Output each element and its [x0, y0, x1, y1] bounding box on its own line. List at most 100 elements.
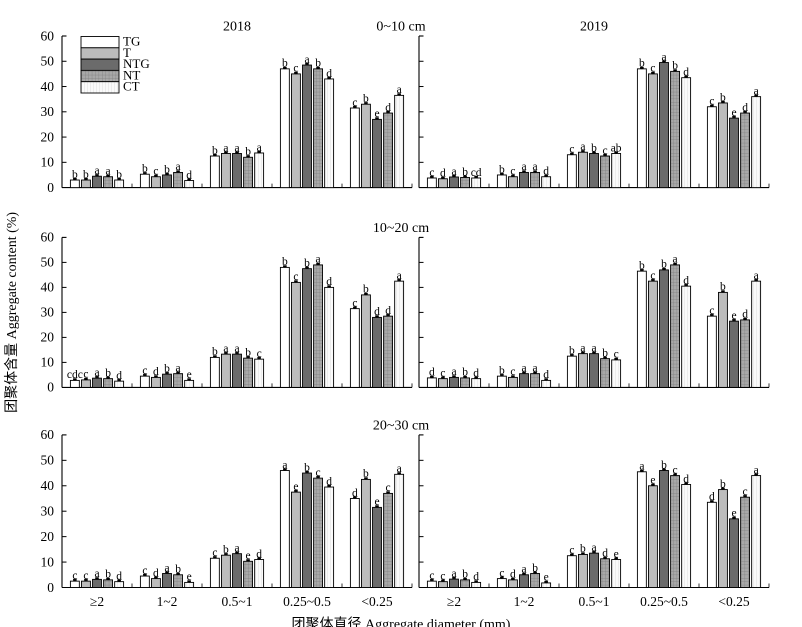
svg-text:0.25~0.5: 0.25~0.5 [283, 594, 331, 609]
svg-text:c: c [386, 482, 391, 494]
svg-text:a: a [591, 542, 596, 554]
svg-text:20: 20 [41, 330, 55, 345]
svg-text:b: b [212, 346, 218, 358]
svg-text:d: d [326, 476, 332, 488]
svg-text:c: c [257, 348, 262, 360]
svg-text:a: a [94, 165, 99, 177]
svg-text:d: d [683, 66, 689, 78]
svg-text:a: a [304, 54, 309, 66]
svg-text:c: c [352, 297, 357, 309]
svg-text:a: a [282, 459, 287, 471]
svg-text:50: 50 [41, 54, 55, 69]
svg-text:a: a [639, 461, 644, 473]
svg-text:e: e [650, 475, 655, 487]
svg-text:0.5~1: 0.5~1 [579, 594, 610, 609]
svg-text:c: c [650, 63, 655, 75]
svg-text:e: e [614, 548, 619, 560]
svg-text:c: c [709, 96, 714, 108]
svg-text:a: a [580, 141, 585, 153]
svg-text:a: a [521, 362, 526, 374]
svg-text:b: b [116, 169, 122, 181]
svg-text:20: 20 [41, 129, 55, 144]
svg-text:30: 30 [41, 305, 55, 320]
svg-text:d: d [326, 68, 332, 80]
svg-text:c: c [440, 570, 445, 582]
svg-text:b: b [142, 163, 148, 175]
svg-text:a: a [397, 463, 402, 475]
svg-text:c: c [352, 97, 357, 109]
svg-text:≥2: ≥2 [447, 594, 461, 609]
svg-text:a: a [234, 542, 239, 554]
svg-text:a: a [397, 84, 402, 96]
svg-text:b: b [282, 58, 288, 70]
svg-text:c: c [603, 145, 608, 157]
svg-text:10: 10 [41, 355, 55, 370]
svg-text:b: b [661, 259, 667, 271]
svg-text:0.25~0.5: 0.25~0.5 [640, 594, 688, 609]
svg-text:60: 60 [41, 427, 55, 442]
svg-text:b: b [304, 257, 310, 269]
svg-text:b: b [245, 347, 251, 359]
svg-text:c: c [743, 486, 748, 498]
svg-text:b: b [245, 146, 251, 158]
svg-text:a: a [94, 568, 99, 580]
svg-text:b: b [720, 478, 726, 490]
svg-text:40: 40 [41, 79, 55, 94]
svg-text:a: a [176, 161, 181, 173]
svg-text:d: d [153, 567, 159, 579]
svg-text:d: d [385, 102, 391, 114]
svg-text:团聚体直径 Aggregate diameter (mm): 团聚体直径 Aggregate diameter (mm) [292, 616, 511, 627]
svg-text:b: b [282, 256, 288, 268]
svg-text:b: b [105, 367, 111, 379]
svg-text:d: d [440, 168, 446, 180]
svg-text:b: b [499, 365, 505, 377]
svg-text:b: b [175, 564, 181, 576]
svg-text:c: c [142, 565, 147, 577]
svg-text:b: b [363, 284, 369, 296]
svg-text:10: 10 [41, 554, 55, 569]
svg-text:c: c [569, 144, 574, 156]
svg-text:c: c [316, 467, 321, 479]
svg-text:团聚体含量 Aggregate content (%): 团聚体含量 Aggregate content (%) [4, 212, 20, 413]
svg-text:d: d [543, 166, 549, 178]
svg-text:a: a [673, 254, 678, 266]
svg-text:50: 50 [41, 255, 55, 270]
svg-text:a: a [451, 366, 456, 378]
svg-text:≥2: ≥2 [90, 594, 104, 609]
svg-text:c: c [440, 367, 445, 379]
svg-text:cdc: cdc [67, 369, 83, 381]
svg-text:d: d [186, 169, 192, 181]
svg-text:d: d [385, 305, 391, 317]
svg-text:b: b [363, 93, 369, 105]
svg-text:c: c [212, 547, 217, 559]
svg-text:b: b [639, 58, 645, 70]
svg-text:a: a [521, 564, 526, 576]
svg-text:<0.25: <0.25 [361, 594, 392, 609]
svg-text:b: b [212, 145, 218, 157]
svg-text:e: e [731, 107, 736, 119]
svg-text:b: b [304, 462, 310, 474]
svg-text:d: d [543, 369, 549, 381]
svg-text:e: e [374, 496, 379, 508]
svg-text:c: c [153, 166, 158, 178]
svg-text:c: c [429, 167, 434, 179]
svg-text:b: b [591, 142, 597, 154]
svg-text:30: 30 [41, 104, 55, 119]
svg-text:b: b [363, 468, 369, 480]
svg-text:10~20 cm: 10~20 cm [373, 221, 429, 236]
svg-text:2019: 2019 [580, 19, 608, 34]
svg-text:ab: ab [611, 142, 622, 154]
svg-text:b: b [315, 58, 321, 70]
svg-text:d: d [153, 366, 159, 378]
svg-text:e: e [374, 108, 379, 120]
svg-text:a: a [533, 161, 538, 173]
svg-text:40: 40 [41, 280, 55, 295]
svg-text:0: 0 [47, 380, 54, 395]
svg-text:e: e [187, 571, 192, 583]
svg-text:a: a [754, 85, 759, 97]
svg-text:e: e [246, 550, 251, 562]
svg-text:b: b [105, 569, 111, 581]
svg-text:d: d [352, 487, 358, 499]
svg-text:a: a [316, 254, 321, 266]
svg-text:a: a [94, 367, 99, 379]
